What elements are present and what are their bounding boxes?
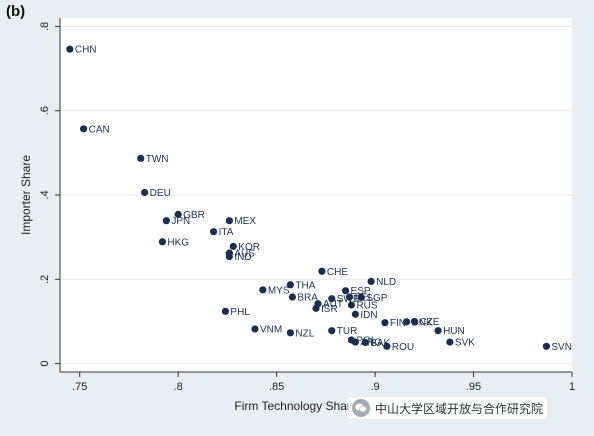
- data-point-mex: [225, 217, 233, 225]
- data-point-bel: [345, 293, 354, 301]
- watermark: 中山大学区域开放与合作研究院: [348, 397, 548, 419]
- data-point-gbr: [174, 210, 182, 218]
- point-label-svn: SVN: [551, 342, 572, 353]
- point-label-twn: TWN: [146, 154, 169, 165]
- point-label-idn: IDN: [360, 310, 377, 321]
- x-axis-title: Firm Technology Share: [234, 399, 357, 413]
- data-point-mys: [259, 286, 267, 294]
- data-point-cze: [410, 317, 419, 326]
- point-label-dnk: DNK: [412, 317, 433, 328]
- data-point-swe: [328, 295, 336, 303]
- data-point-nzl: [286, 329, 294, 337]
- point-label-vnm: VNM: [260, 325, 282, 336]
- data-point-tha: [286, 281, 294, 289]
- data-point-rou: [383, 342, 391, 350]
- data-point-rus: [347, 301, 356, 309]
- point-label-deu: DEU: [150, 188, 171, 199]
- data-point-dnk: [402, 318, 411, 326]
- point-label-aus: AUS: [234, 249, 255, 260]
- data-point-che: [318, 267, 326, 275]
- watermark-text: 中山大学区域开放与合作研究院: [375, 401, 544, 416]
- y-axis-title: Importer Share: [19, 155, 33, 235]
- y-tick-label: .2: [39, 275, 51, 284]
- data-point-chn: [66, 45, 74, 53]
- x-tick-label: 1: [569, 381, 575, 393]
- panel-label: (b): [6, 3, 26, 20]
- x-tick-label: .95: [466, 381, 481, 393]
- x-tick-label: .85: [269, 381, 284, 393]
- point-label-arg: ARG: [360, 338, 382, 349]
- point-label-svk: SVK: [455, 338, 475, 349]
- data-points: [66, 45, 551, 350]
- y-tick-label: 0: [39, 361, 51, 367]
- data-point-hun: [434, 327, 442, 335]
- point-label-mex: MEX: [234, 216, 256, 227]
- point-label-fin: FIN: [390, 318, 406, 329]
- point-label-ita: ITA: [219, 227, 234, 238]
- point-label-chn: CHN: [75, 45, 97, 56]
- data-point-svn: [542, 342, 551, 350]
- data-point-tur: [328, 327, 336, 335]
- data-point-arg: [351, 338, 359, 346]
- data-point-twn: [137, 154, 145, 162]
- data-point-kor: [229, 242, 237, 251]
- y-tick-label: .8: [39, 22, 51, 31]
- data-point-ita: [210, 228, 218, 236]
- data-point-jpn: [162, 217, 170, 225]
- data-point-ind: [225, 252, 233, 261]
- y-tick-label: .4: [39, 190, 51, 199]
- point-label-pol: POL: [356, 335, 376, 346]
- point-label-nld: NLD: [376, 277, 396, 288]
- point-label-aut: AUT: [323, 299, 343, 310]
- point-label-can: CAN: [89, 124, 110, 135]
- point-label-bra: BRA: [297, 292, 318, 303]
- wechat-icon: [352, 399, 370, 417]
- point-label-esp: ESP: [351, 286, 371, 297]
- point-label-rus: RUS: [356, 300, 377, 311]
- point-label-bak: BAK: [370, 338, 390, 349]
- data-point-fin: [381, 319, 389, 327]
- point-label-tur: TUR: [337, 326, 358, 337]
- point-label-hkg: HKG: [167, 237, 189, 248]
- point-label-phl: PHL: [230, 307, 250, 318]
- x-tick-label: .9: [370, 381, 379, 393]
- point-label-gbr: GBR: [183, 210, 205, 221]
- y-tick-label: .6: [39, 106, 51, 115]
- point-label-mys: MYS: [268, 285, 290, 296]
- data-point-nld: [367, 277, 375, 285]
- data-point-hkg: [158, 238, 166, 246]
- point-label-che: CHE: [327, 267, 348, 278]
- point-label-bel: BEL: [354, 292, 373, 303]
- data-point-bak: [361, 338, 369, 347]
- point-label-cze: CZE: [419, 317, 439, 328]
- point-label-jpn: JPN: [171, 216, 190, 227]
- x-tick-label: .8: [174, 381, 183, 393]
- point-label-tha: THA: [295, 280, 315, 291]
- data-point-isr: [312, 304, 320, 312]
- data-point-bra: [288, 293, 296, 301]
- point-label-rou: ROU: [392, 342, 414, 353]
- point-label-sgp: SGP: [366, 293, 387, 304]
- data-point-deu: [141, 188, 149, 197]
- point-label-swe: SWE: [337, 294, 360, 305]
- point-label-hun: HUN: [443, 326, 465, 337]
- data-point-esp: [341, 287, 350, 295]
- point-label-kor: KOR: [238, 242, 260, 253]
- data-point-sgp: [357, 293, 365, 302]
- data-point-svk: [446, 338, 454, 346]
- x-tick-label: .75: [72, 381, 87, 393]
- data-point-phl: [221, 307, 230, 315]
- point-label-nzl: NZL: [295, 328, 314, 339]
- data-point-vnm: [251, 325, 259, 333]
- axes: 0 .2 .4 .6 .8 .75 .8 .85 .9 .95 1: [39, 18, 575, 393]
- point-label-ind: IND: [234, 252, 251, 263]
- data-point-idn: [351, 310, 359, 318]
- point-label-isr: ISR: [321, 304, 338, 315]
- grid-lines: [60, 25, 572, 365]
- data-point-can: [80, 125, 88, 133]
